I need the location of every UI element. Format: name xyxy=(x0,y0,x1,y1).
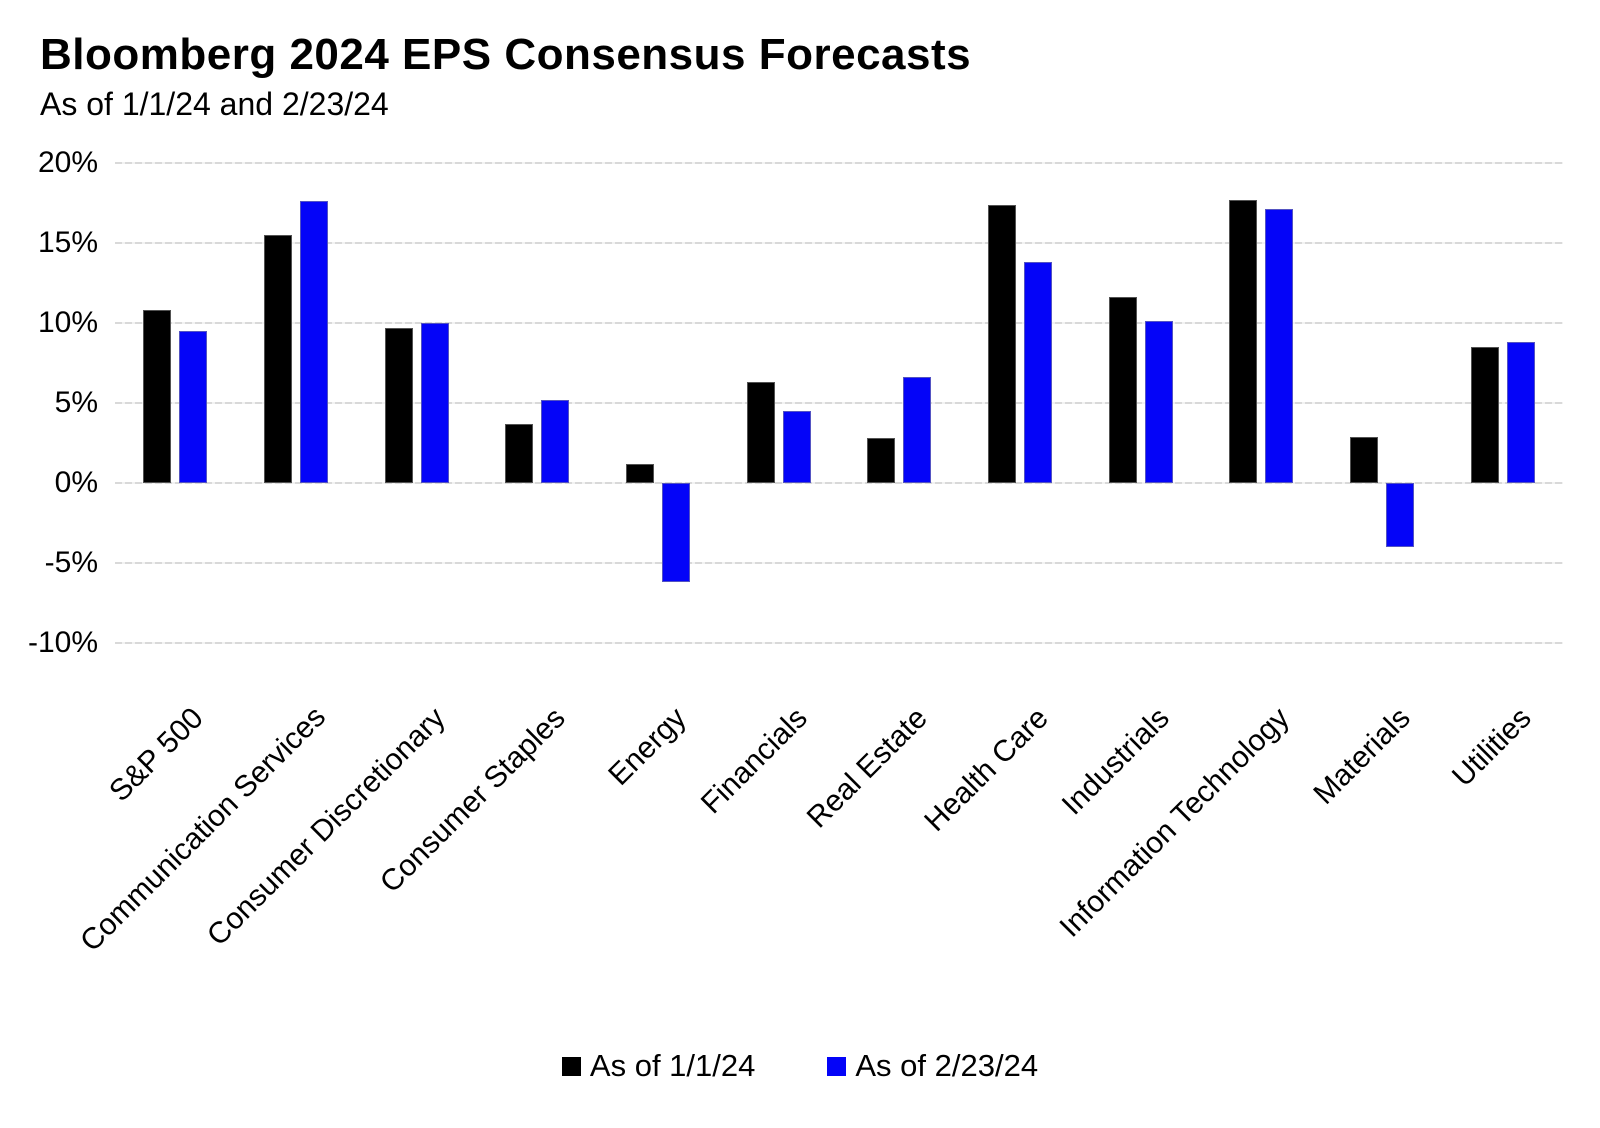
bar-black-consumer-discretionary xyxy=(384,327,413,483)
bar-black-industrials xyxy=(1108,297,1137,483)
legend-label-as-of-2-23-24: As of 2/23/24 xyxy=(855,1048,1039,1083)
bar-black-real-estate xyxy=(867,438,896,483)
bar-blue-s-p-500 xyxy=(179,331,208,483)
y-tick-label-5: 5% xyxy=(54,386,98,419)
legend-swatch-black-icon xyxy=(561,1056,581,1076)
bar-blue-information-technology xyxy=(1265,209,1294,483)
bar-black-information-technology xyxy=(1229,199,1258,483)
legend-swatch-blue-icon xyxy=(827,1056,847,1076)
legend-item-as-of-1-1-24: As of 1/1/24 xyxy=(561,1048,756,1084)
bar-black-s-p-500 xyxy=(143,310,172,483)
y-tick-label-20: 20% xyxy=(37,146,98,179)
bar-blue-consumer-staples xyxy=(541,399,570,483)
chart-title: Bloomberg 2024 EPS Consensus Forecasts xyxy=(40,30,972,79)
y-tick-label--10: -10% xyxy=(27,626,98,659)
gridline-20 xyxy=(115,162,1563,164)
x-label-consumer-discretionary: Consumer Discretionary xyxy=(200,701,452,953)
x-label-information-technology: Information Technology xyxy=(1053,701,1297,944)
x-label-utilities: Utilities xyxy=(1445,701,1538,794)
bar-black-energy xyxy=(626,463,654,483)
y-tick-label-10: 10% xyxy=(37,306,98,339)
legend-item-as-of-2-23-24: As of 2/23/24 xyxy=(827,1048,1038,1084)
gridline--5 xyxy=(115,562,1563,564)
y-tick-label-15: 15% xyxy=(37,226,98,259)
bar-blue-industrials xyxy=(1144,321,1173,483)
bar-black-utilities xyxy=(1470,347,1499,483)
bar-blue-consumer-discretionary xyxy=(420,323,449,483)
bar-black-consumer-staples xyxy=(505,423,534,483)
x-label-energy: Energy xyxy=(602,701,693,792)
bar-black-health-care xyxy=(988,204,1016,483)
legend: As of 1/1/24 As of 2/23/24 xyxy=(0,1048,1600,1084)
legend-label-as-of-1-1-24: As of 1/1/24 xyxy=(589,1048,756,1083)
bar-blue-financials xyxy=(782,411,811,483)
bar-black-materials xyxy=(1350,436,1378,483)
x-label-health-care: Health Care xyxy=(918,701,1055,838)
chart-subtitle: As of 1/1/24 and 2/23/24 xyxy=(40,86,389,122)
x-label-communication-services: Communication Services xyxy=(74,700,333,959)
gridline--10 xyxy=(115,642,1563,644)
bar-blue-materials xyxy=(1386,483,1414,547)
bar-blue-communication-services xyxy=(300,201,328,483)
bar-blue-energy xyxy=(662,483,690,583)
y-tick-label-0: 0% xyxy=(54,466,98,499)
gridline-10 xyxy=(115,322,1563,324)
x-label-materials: Materials xyxy=(1307,701,1417,811)
gridline-0 xyxy=(115,482,1563,484)
bar-blue-utilities xyxy=(1506,342,1535,483)
x-label-industrials: Industrials xyxy=(1055,701,1176,822)
bar-black-communication-services xyxy=(264,235,292,483)
y-tick-label--5: -5% xyxy=(44,546,98,579)
gridline-5 xyxy=(115,402,1563,404)
x-label-financials: Financials xyxy=(694,701,814,821)
bar-blue-real-estate xyxy=(903,377,932,483)
bar-black-financials xyxy=(746,382,775,483)
bar-blue-health-care xyxy=(1024,262,1052,483)
plot-area xyxy=(115,162,1563,644)
gridline-15 xyxy=(115,242,1563,244)
x-label-consumer-staples: Consumer Staples xyxy=(374,701,573,900)
x-label-real-estate: Real Estate xyxy=(801,701,935,835)
